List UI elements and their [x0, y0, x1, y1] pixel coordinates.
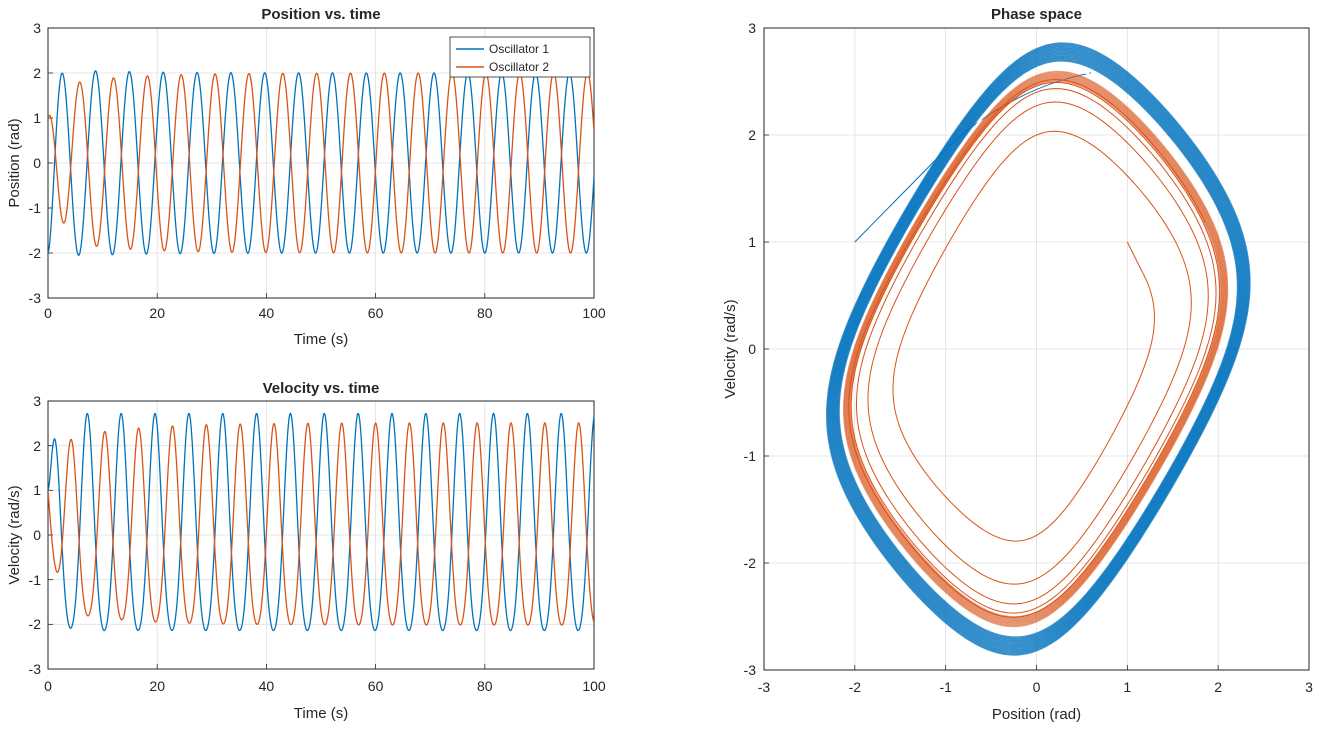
velocity-chart: Velocity vs. time 3 2 1 0 -1 -2 -3 0 20 … [6, 380, 606, 722]
phase-loop-oscillator-1 [833, 53, 1244, 645]
velocity-series-oscillator-1 [48, 412, 594, 632]
phase-chart-title: Phase space [991, 6, 1082, 23]
velocity-xtick-label: 20 [149, 678, 165, 694]
velocity-y-axis-label: Velocity (rad/s) [6, 485, 23, 584]
position-ytick-label: 2 [33, 65, 41, 81]
phase-xtick-label: 1 [1123, 679, 1131, 695]
position-ytick-label: -1 [29, 200, 42, 216]
phase-y-ticks: 3 2 1 0 -1 -2 -3 [744, 20, 757, 678]
position-xtick-label: 20 [149, 305, 165, 321]
phase-loop-oscillator-1 [835, 55, 1242, 643]
phase-loop-oscillator-2 [842, 70, 1229, 628]
phase-y-axis-label: Velocity (rad/s) [722, 299, 739, 398]
velocity-xtick-label: 100 [582, 678, 606, 694]
velocity-ytick-label: -1 [29, 572, 42, 588]
phase-loop-oscillator-1 [836, 57, 1241, 641]
position-ytick-label: 3 [33, 20, 41, 36]
phase-band-separator [840, 65, 1233, 633]
position-xtick-label: 100 [582, 305, 606, 321]
position-xtick-label: 40 [259, 305, 275, 321]
velocity-ytick-label: 0 [33, 527, 41, 543]
phase-plot-area [763, 27, 1310, 671]
velocity-xtick-label: 80 [477, 678, 493, 694]
phase-xtick-label: 0 [1033, 679, 1041, 695]
phase-ytick-label: -1 [744, 448, 757, 464]
phase-loop-oscillator-1 [834, 54, 1243, 644]
position-y-axis-label: Position (rad) [6, 118, 23, 207]
phase-ytick-label: -2 [744, 555, 757, 571]
phase-ytick-label: 3 [748, 20, 756, 36]
velocity-xtick-label: 40 [259, 678, 275, 694]
phase-xtick-label: -2 [849, 679, 862, 695]
position-y-ticks: 3 2 1 0 -1 -2 -3 [29, 20, 42, 306]
position-x-ticks: 0 20 40 60 80 100 [44, 305, 606, 321]
velocity-ytick-label: -3 [29, 661, 42, 677]
phase-ytick-label: 1 [748, 234, 756, 250]
phase-ytick-label: -3 [744, 662, 757, 678]
velocity-xtick-label: 60 [368, 678, 384, 694]
phase-loop-oscillator-1 [832, 51, 1245, 647]
legend: Oscillator 1 Oscillator 2 [449, 36, 591, 78]
phase-x-ticks: -3 -2 -1 0 1 2 3 [758, 679, 1313, 695]
phase-loop-oscillator-1 [828, 46, 1248, 652]
position-x-axis-label: Time (s) [294, 331, 348, 348]
phase-loop-oscillator-1 [838, 60, 1239, 638]
velocity-ytick-label: 3 [33, 393, 41, 409]
phase-xtick-label: 2 [1214, 679, 1222, 695]
phase-xtick-label: -3 [758, 679, 771, 695]
phase-loop-oscillator-1 [825, 42, 1251, 656]
velocity-x-axis-label: Time (s) [294, 705, 348, 722]
velocity-x-ticks: 0 20 40 60 80 100 [44, 678, 606, 694]
phase-ytick-label: 0 [748, 341, 756, 357]
velocity-plot-area [47, 400, 595, 670]
position-ytick-label: -3 [29, 290, 42, 306]
legend-label-oscillator-1: Oscillator 1 [489, 42, 549, 56]
phase-loop-oscillator-1 [829, 47, 1247, 651]
velocity-ytick-label: 2 [33, 438, 41, 454]
position-ytick-label: 1 [33, 110, 41, 126]
position-plot-area [47, 27, 595, 299]
position-xtick-label: 80 [477, 305, 493, 321]
position-chart: Position vs. time 3 2 1 0 -1 -2 -3 0 20 … [6, 6, 606, 348]
phase-transient-oscillator-1 [854, 72, 1092, 243]
velocity-xtick-label: 0 [44, 678, 52, 694]
phase-chart: Phase space 3 2 1 0 -1 -2 -3 -3 -2 -1 0 … [722, 6, 1313, 723]
velocity-y-ticks: 3 2 1 0 -1 -2 -3 [29, 393, 42, 677]
position-xtick-label: 60 [368, 305, 384, 321]
phase-loop-oscillator-1 [837, 58, 1240, 640]
velocity-series-oscillator-2 [48, 422, 594, 626]
phase-loop-oscillator-1 [830, 49, 1246, 649]
position-xtick-label: 0 [44, 305, 52, 321]
phase-x-axis-label: Position (rad) [992, 706, 1081, 723]
phase-loop-oscillator-1 [827, 45, 1249, 653]
position-chart-title: Position vs. time [261, 6, 380, 23]
legend-box [449, 36, 591, 78]
velocity-chart-title: Velocity vs. time [263, 380, 380, 397]
phase-xtick-label: 3 [1305, 679, 1313, 695]
position-ytick-label: -2 [29, 245, 42, 261]
phase-loop-oscillator-1 [831, 50, 1246, 648]
velocity-ytick-label: 1 [33, 482, 41, 498]
phase-xtick-label: -1 [939, 679, 952, 695]
phase-ytick-label: 2 [748, 127, 756, 143]
legend-label-oscillator-2: Oscillator 2 [489, 60, 549, 74]
velocity-ytick-label: -2 [29, 616, 42, 632]
position-ytick-label: 0 [33, 155, 41, 171]
phase-spiral-oscillator-2 [848, 79, 1221, 618]
phase-loop-oscillator-1 [826, 43, 1250, 655]
position-series-oscillator-2 [48, 72, 594, 254]
